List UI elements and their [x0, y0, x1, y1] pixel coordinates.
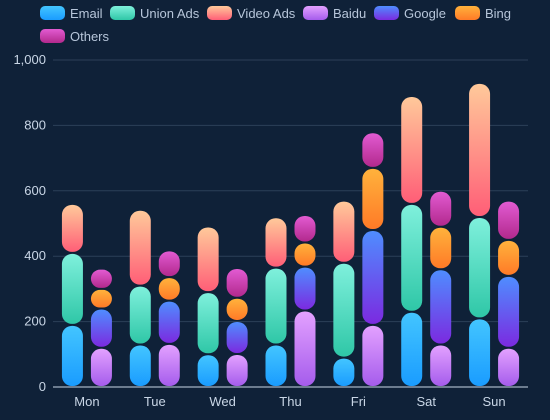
bar-bing-sat[interactable]: [430, 227, 452, 269]
legend: Email Union Ads Video Ads Baidu Google Bing Ot…: [40, 6, 511, 44]
y-tick-label-1000: 1,000: [13, 52, 46, 67]
legend-swatch-bing: [455, 6, 480, 20]
bar-baidu-mon[interactable]: [90, 348, 112, 386]
bar-others-thu[interactable]: [294, 215, 316, 242]
bar-union-ads-sun[interactable]: [469, 217, 491, 318]
bar-google-thu[interactable]: [294, 267, 316, 310]
bar-video-ads-thu[interactable]: [265, 218, 287, 267]
bar-baidu-tue[interactable]: [158, 344, 180, 386]
legend-swatch-others: [40, 29, 65, 43]
legend-item-email[interactable]: Email: [40, 6, 103, 21]
bar-google-mon[interactable]: [90, 309, 112, 347]
bar-email-thu[interactable]: [265, 345, 287, 386]
legend-item-video-ads[interactable]: Video Ads: [207, 6, 296, 21]
y-tick-label-600: 600: [24, 183, 46, 198]
bar-baidu-wed[interactable]: [226, 354, 248, 386]
legend-label-others: Others: [70, 29, 110, 44]
legend-item-baidu[interactable]: Baidu: [303, 6, 366, 21]
bar-email-mon[interactable]: [61, 325, 83, 386]
x-tick-label-sat: Sat: [416, 394, 436, 409]
legend-label-video-ads: Video Ads: [237, 6, 296, 21]
legend-swatch-baidu: [303, 6, 328, 20]
bar-google-sat[interactable]: [430, 270, 452, 344]
bar-google-wed[interactable]: [226, 321, 248, 353]
y-tick-label-400: 400: [24, 248, 46, 263]
bars: [61, 83, 520, 386]
bar-email-fri[interactable]: [333, 358, 355, 386]
bar-video-ads-sun[interactable]: [469, 83, 491, 216]
legend-swatch-email: [40, 6, 65, 20]
bar-email-sun[interactable]: [469, 319, 491, 386]
legend-swatch-video-ads: [207, 6, 232, 20]
bar-video-ads-tue[interactable]: [129, 210, 151, 285]
bar-others-fri[interactable]: [362, 133, 384, 167]
bar-bing-mon[interactable]: [90, 289, 112, 308]
bar-union-ads-mon[interactable]: [61, 253, 83, 324]
legend-label-google: Google: [404, 6, 446, 21]
bar-bing-sun[interactable]: [498, 240, 520, 275]
legend-item-others[interactable]: Others: [40, 29, 110, 44]
bar-email-tue[interactable]: [129, 345, 151, 386]
legend-label-email: Email: [70, 6, 103, 21]
x-tick-label-wed: Wed: [209, 394, 236, 409]
legend-item-google[interactable]: Google: [374, 6, 446, 21]
bar-video-ads-mon[interactable]: [61, 204, 83, 252]
bar-union-ads-fri[interactable]: [333, 263, 355, 357]
bar-email-wed[interactable]: [197, 355, 219, 386]
bar-video-ads-wed[interactable]: [197, 227, 219, 292]
bar-union-ads-thu[interactable]: [265, 268, 287, 344]
legend-swatch-union-ads: [110, 6, 135, 20]
y-axis: 0 200 400 600 800 1,000: [13, 52, 46, 394]
y-tick-label-0: 0: [39, 379, 46, 394]
bar-email-sat[interactable]: [401, 312, 423, 386]
y-tick-label-200: 200: [24, 314, 46, 329]
bar-union-ads-sat[interactable]: [401, 204, 423, 311]
bar-bing-fri[interactable]: [362, 168, 384, 230]
legend-item-union-ads[interactable]: Union Ads: [110, 6, 200, 21]
legend-item-bing[interactable]: Bing: [455, 6, 511, 21]
legend-label-union-ads: Union Ads: [140, 6, 200, 21]
bar-baidu-fri[interactable]: [362, 325, 384, 386]
bar-bing-tue[interactable]: [158, 278, 180, 300]
bar-others-sat[interactable]: [430, 191, 452, 226]
grid: [53, 59, 528, 388]
x-tick-label-tue: Tue: [144, 394, 166, 409]
x-tick-label-mon: Mon: [74, 394, 99, 409]
legend-label-bing: Bing: [485, 6, 511, 21]
bar-bing-wed[interactable]: [226, 298, 248, 320]
bar-google-sun[interactable]: [498, 276, 520, 347]
bar-video-ads-sat[interactable]: [401, 96, 423, 203]
bar-others-tue[interactable]: [158, 251, 180, 277]
bar-others-wed[interactable]: [226, 268, 248, 297]
bar-video-ads-fri[interactable]: [333, 201, 355, 262]
y-tick-label-800: 800: [24, 117, 46, 132]
x-tick-label-fri: Fri: [351, 394, 366, 409]
x-tick-label-thu: Thu: [279, 394, 301, 409]
x-tick-label-sun: Sun: [483, 394, 506, 409]
legend-label-baidu: Baidu: [333, 6, 366, 21]
bar-baidu-sun[interactable]: [498, 348, 520, 386]
bar-union-ads-wed[interactable]: [197, 293, 219, 354]
bar-google-tue[interactable]: [158, 301, 180, 343]
bar-baidu-sat[interactable]: [430, 345, 452, 386]
bar-baidu-thu[interactable]: [294, 311, 316, 386]
bar-others-sun[interactable]: [498, 201, 520, 239]
legend-swatch-google: [374, 6, 399, 20]
bar-bing-thu[interactable]: [294, 243, 316, 266]
bar-google-fri[interactable]: [362, 231, 384, 324]
bar-others-mon[interactable]: [90, 269, 112, 288]
bar-union-ads-tue[interactable]: [129, 286, 151, 344]
x-axis: Mon Tue Wed Thu Fri Sat Sun: [74, 394, 505, 409]
